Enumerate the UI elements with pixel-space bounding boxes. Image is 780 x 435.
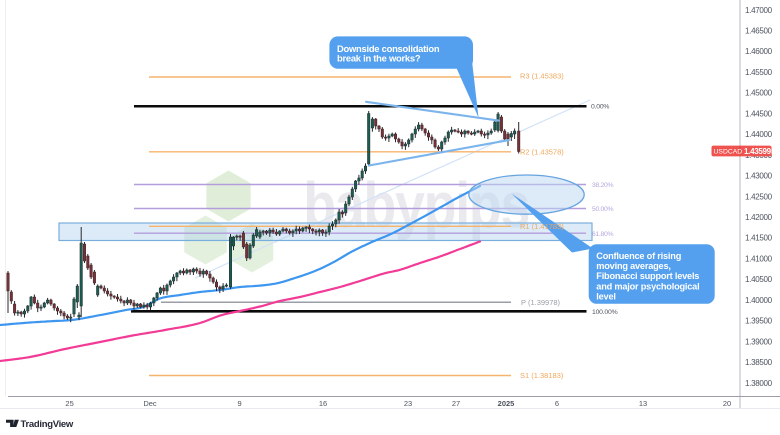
svg-text:1.46500: 1.46500 (745, 27, 773, 36)
svg-text:13: 13 (639, 399, 647, 408)
svg-text:1.41000: 1.41000 (745, 255, 773, 264)
svg-text:P (1.39978): P (1.39978) (521, 298, 561, 307)
svg-text:50.00%: 50.00% (592, 206, 614, 213)
svg-text:R1 (1.41783): R1 (1.41783) (520, 222, 564, 231)
svg-text:USDCAD: USDCAD (714, 149, 743, 156)
svg-text:Downside consolidation: Downside consolidation (337, 43, 440, 54)
svg-text:1.41500: 1.41500 (745, 234, 773, 243)
svg-text:S1 (1.38183): S1 (1.38183) (520, 371, 564, 380)
svg-text:1.38500: 1.38500 (745, 358, 773, 367)
svg-text:1.40500: 1.40500 (745, 275, 773, 284)
svg-text:TradingView: TradingView (21, 419, 74, 430)
svg-text:1.39000: 1.39000 (745, 337, 773, 346)
svg-text:9: 9 (238, 399, 242, 408)
svg-text:1.45500: 1.45500 (745, 68, 773, 77)
svg-text:and major psychological: and major psychological (596, 281, 699, 291)
svg-text:16: 16 (319, 399, 327, 408)
svg-text:0.00%: 0.00% (591, 104, 609, 111)
svg-text:1.40000: 1.40000 (745, 296, 773, 305)
svg-text:25: 25 (65, 399, 73, 408)
svg-text:R3 (1.45383): R3 (1.45383) (520, 72, 564, 81)
svg-text:27: 27 (452, 399, 460, 408)
svg-text:level: level (596, 292, 615, 302)
svg-text:1.42000: 1.42000 (745, 213, 773, 222)
svg-text:1.42500: 1.42500 (745, 192, 773, 201)
svg-text:2025: 2025 (498, 399, 515, 408)
svg-text:1.47000: 1.47000 (745, 6, 773, 15)
svg-text:Dec: Dec (143, 399, 157, 408)
svg-text:1.43599: 1.43599 (744, 147, 772, 156)
svg-text:100.00%: 100.00% (592, 309, 618, 316)
svg-text:61.80%: 61.80% (592, 231, 614, 238)
svg-text:1.44500: 1.44500 (745, 109, 773, 118)
svg-text:moving averages,: moving averages, (596, 261, 670, 271)
svg-text:1.38000: 1.38000 (745, 379, 773, 388)
svg-text:1.46000: 1.46000 (745, 47, 773, 56)
svg-text:break in the works?: break in the works? (337, 53, 421, 64)
svg-text:23: 23 (404, 399, 412, 408)
svg-text:1.44000: 1.44000 (745, 130, 773, 139)
svg-text:1.45000: 1.45000 (745, 89, 773, 98)
svg-text:Confluence of rising: Confluence of rising (596, 251, 681, 261)
svg-text:R2 (1.43578): R2 (1.43578) (520, 148, 564, 157)
svg-text:1.43000: 1.43000 (745, 172, 773, 181)
svg-text:20: 20 (723, 399, 731, 408)
svg-text:Fibonacci support levels: Fibonacci support levels (596, 271, 699, 281)
svg-text:1.39500: 1.39500 (745, 317, 773, 326)
svg-text:6: 6 (555, 399, 559, 408)
svg-text:38.20%: 38.20% (592, 182, 614, 189)
